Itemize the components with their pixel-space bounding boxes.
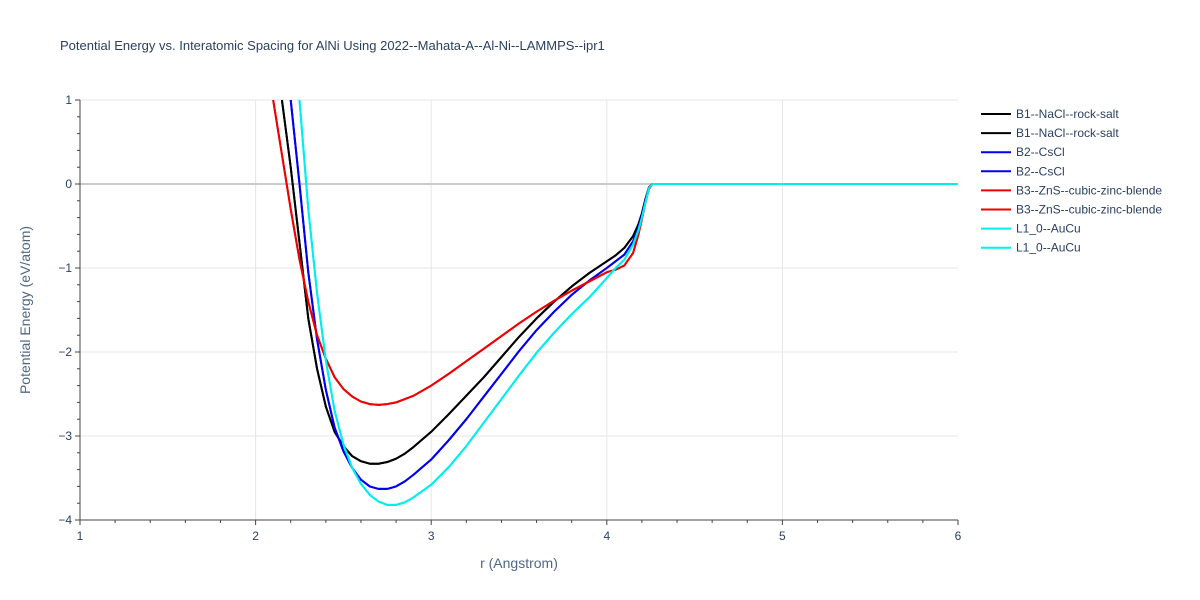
series-line-0	[280, 100, 958, 465]
series-line-6	[298, 100, 958, 506]
y-axis-label: Potential Energy (eV/atom)	[17, 226, 33, 394]
legend-item[interactable]: B2--CsCl	[981, 145, 1065, 159]
legend-item[interactable]: B1--NaCl--rock-salt	[981, 126, 1119, 140]
grid-lines	[80, 99, 958, 520]
y-tick-label: 0	[65, 177, 72, 191]
legend-label: B1--NaCl--rock-salt	[1016, 107, 1119, 121]
y-tick-label: −4	[58, 513, 72, 527]
series-line-3	[289, 100, 958, 490]
legend-label: B3--ZnS--cubic-zinc-blende	[1016, 203, 1162, 217]
chart-title: Potential Energy vs. Interatomic Spacing…	[60, 38, 605, 53]
y-tick-label: 1	[65, 93, 72, 107]
legend-item[interactable]: L1_0--AuCu	[981, 241, 1081, 255]
series-line-5	[272, 100, 958, 406]
x-tick-label: 2	[252, 529, 259, 543]
legend-item[interactable]: B2--CsCl	[981, 164, 1065, 178]
legend-item[interactable]: B3--ZnS--cubic-zinc-blende	[981, 203, 1162, 217]
series-line-2	[289, 100, 958, 490]
legend-label: B2--CsCl	[1016, 164, 1065, 178]
legend[interactable]: B1--NaCl--rock-salt B1--NaCl--rock-salt B2…	[981, 107, 1162, 255]
legend-label: L1_0--AuCu	[1016, 241, 1081, 255]
x-tick-label: 5	[779, 529, 786, 543]
series-line-1	[280, 100, 958, 465]
y-tick-label: −3	[58, 429, 72, 443]
legend-label: B2--CsCl	[1016, 145, 1065, 159]
legend-label: B3--ZnS--cubic-zinc-blende	[1016, 183, 1162, 197]
tick-labels: 1 2 3 4 5 6 1 0 −1 −2 −3 −4	[58, 93, 961, 543]
series-layer	[272, 100, 958, 506]
legend-label: L1_0--AuCu	[1016, 222, 1081, 236]
series-line-7	[298, 100, 958, 506]
series-line-4	[272, 100, 958, 406]
legend-label: B1--NaCl--rock-salt	[1016, 126, 1119, 140]
x-tick-label: 1	[77, 529, 84, 543]
x-tick-label: 6	[955, 529, 962, 543]
y-tick-label: −1	[58, 261, 72, 275]
legend-item[interactable]: B3--ZnS--cubic-zinc-blende	[981, 183, 1162, 197]
y-tick-label: −2	[58, 345, 72, 359]
axes	[75, 99, 959, 525]
x-tick-label: 4	[603, 529, 610, 543]
legend-item[interactable]: L1_0--AuCu	[981, 222, 1081, 236]
x-tick-label: 3	[428, 529, 435, 543]
legend-item[interactable]: B1--NaCl--rock-salt	[981, 107, 1119, 121]
x-axis-label: r (Angstrom)	[480, 555, 558, 571]
